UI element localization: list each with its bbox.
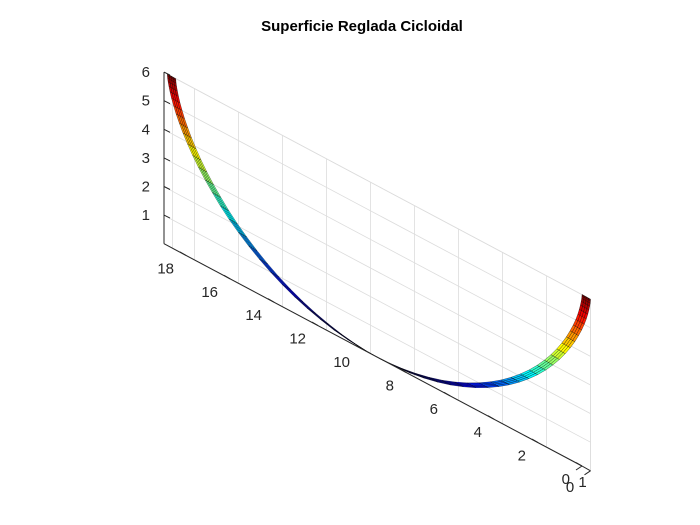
y-tick-label: 8 — [386, 377, 394, 394]
y-tick-label: 0 — [562, 471, 570, 488]
chart-title: Superficie Reglada Cicloidal — [261, 18, 463, 35]
z-tick — [163, 128, 171, 133]
z-tick-label: 2 — [142, 179, 150, 196]
y-tick — [443, 391, 451, 397]
x-tick-label: 1 — [578, 474, 586, 491]
surface-patch — [276, 275, 291, 290]
z-tick — [163, 71, 171, 76]
grid-layer — [163, 71, 591, 472]
y-tick — [531, 438, 539, 444]
surface-patch — [173, 77, 177, 80]
z-tick-label: 3 — [142, 150, 150, 167]
y-axis-line — [163, 243, 583, 467]
grid-line-z — [172, 162, 591, 386]
y-tick — [487, 415, 495, 420]
z-tick-label: 4 — [142, 121, 150, 138]
y-tick-label: 12 — [289, 331, 306, 348]
y-tick-label: 14 — [245, 307, 262, 324]
z-tick — [163, 157, 171, 162]
surface-patch — [265, 262, 279, 277]
surface — [167, 73, 591, 388]
z-tick — [163, 214, 171, 219]
x-tick — [584, 470, 591, 476]
x-tick-label: 0 — [566, 479, 574, 496]
y-tick — [179, 251, 187, 256]
grid-line-z — [172, 105, 591, 329]
y-tick-label: 10 — [333, 354, 350, 371]
z-tick — [163, 100, 171, 105]
surface-patch — [326, 322, 343, 335]
z-tick — [163, 186, 171, 190]
y-tick — [399, 368, 407, 373]
x-axis-line — [581, 465, 591, 472]
z-tick-label: 6 — [142, 64, 150, 81]
y-tick — [311, 321, 319, 327]
z-tick-label: 1 — [142, 207, 150, 224]
y-tick — [355, 345, 363, 350]
y-tick-label: 16 — [201, 284, 218, 301]
x-tick — [575, 465, 583, 471]
box-edge — [172, 76, 591, 300]
y-tick-label: 18 — [157, 260, 174, 277]
y-tick-label: 6 — [430, 401, 438, 418]
y-tick-label: 4 — [474, 424, 482, 441]
surface-patch — [288, 287, 304, 302]
y-tick — [267, 298, 275, 303]
y-tick — [575, 462, 583, 467]
z-tick-label: 5 — [142, 93, 150, 110]
grid-line-z — [172, 133, 591, 357]
y-tick-label: 2 — [518, 448, 526, 465]
y-tick — [223, 274, 231, 280]
surface-patch — [300, 300, 316, 314]
grid-line-z — [172, 219, 591, 443]
